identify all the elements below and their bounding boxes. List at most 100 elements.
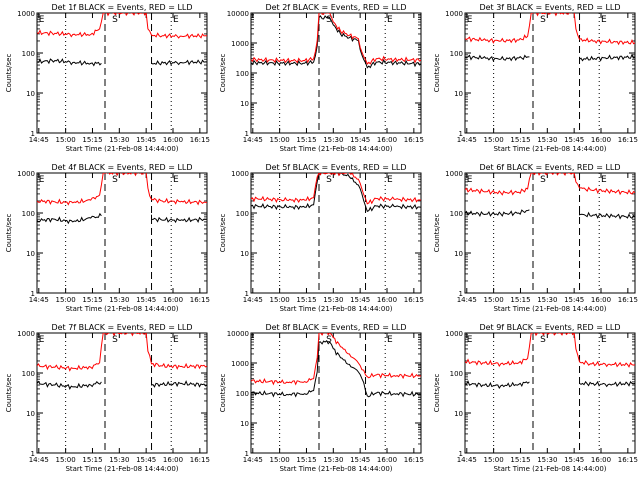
- panel-8f: Det 8f BLACK = Events, RED = LLD 1 10 100 10…: [219, 323, 424, 473]
- y-tick-label: 1: [459, 450, 463, 458]
- marker-e: E: [39, 175, 45, 185]
- x-tick-label: 15:30: [323, 456, 343, 464]
- series-line-lld: [251, 333, 421, 386]
- marker-e: E: [387, 335, 393, 345]
- y-tick-label: 1: [31, 290, 35, 298]
- plot-frame: [464, 172, 636, 294]
- x-tick-label: 15:15: [82, 136, 102, 144]
- y-tick-label: 1000: [17, 330, 35, 338]
- series-line-lld: [465, 13, 635, 46]
- y-tick-label: 100: [236, 210, 249, 218]
- x-tick-label: 16:15: [404, 136, 424, 144]
- y-tick-label: 1000: [445, 170, 463, 178]
- y-axis-label: Counts/sec: [433, 214, 441, 253]
- x-tick-label: 14:45: [29, 136, 49, 144]
- x-axis-label: Start Time (21-Feb-08 14:44:00): [493, 305, 606, 313]
- y-tick-label: 1: [31, 450, 35, 458]
- y-tick-label: 10: [26, 410, 35, 418]
- x-tick-label: 15:15: [296, 136, 316, 144]
- series-line-lld: [251, 13, 421, 65]
- y-axis-label: Counts/sec: [433, 54, 441, 93]
- x-tick-label: 15:15: [510, 456, 530, 464]
- marker-s: S: [112, 175, 118, 185]
- marker-e: E: [601, 15, 607, 25]
- x-tick-label: 16:15: [190, 296, 210, 304]
- panel-title: Det 1f BLACK = Events, RED = LLD: [51, 3, 192, 12]
- x-axis-label: Start Time (21-Feb-08 14:44:00): [65, 305, 178, 313]
- marker-e: E: [173, 175, 179, 185]
- y-tick-label: 10: [240, 420, 249, 428]
- marker-s: S: [112, 15, 118, 25]
- series-line-events: [251, 340, 421, 398]
- y-tick-label: 1: [31, 130, 35, 138]
- y-tick-label: 10000: [227, 330, 249, 338]
- x-tick-label: 16:00: [377, 296, 397, 304]
- marker-e: E: [601, 335, 607, 345]
- x-tick-label: 16:15: [404, 296, 424, 304]
- y-tick-label: 10: [240, 250, 249, 258]
- x-tick-label: 16:00: [163, 296, 183, 304]
- plot-frame: [464, 12, 636, 134]
- x-tick-label: 15:45: [350, 456, 370, 464]
- y-axis-label: Counts/sec: [219, 54, 227, 93]
- marker-s: S: [540, 15, 546, 25]
- series-line-lld: [251, 173, 421, 205]
- marker-s: S: [540, 335, 546, 345]
- x-tick-label: 15:00: [270, 296, 290, 304]
- x-tick-label: 15:00: [484, 296, 504, 304]
- panel-title: Det 4f BLACK = Events, RED = LLD: [51, 163, 192, 172]
- y-tick-label: 1000: [231, 40, 249, 48]
- series-line-lld: [465, 173, 635, 196]
- y-tick-label: 100: [450, 370, 463, 378]
- x-tick-label: 14:45: [243, 456, 263, 464]
- panel-title: Det 9f BLACK = Events, RED = LLD: [479, 323, 620, 332]
- x-tick-label: 16:15: [190, 136, 210, 144]
- x-tick-label: 15:30: [109, 456, 129, 464]
- plot-frame: [250, 172, 422, 294]
- panel-4f: Det 4f BLACK = Events, RED = LLD 1 10 100 10…: [5, 163, 210, 313]
- x-tick-label: 15:30: [323, 296, 343, 304]
- marker-e: E: [173, 335, 179, 345]
- panel-3f: Det 3f BLACK = Events, RED = LLD 1 10 100 10…: [433, 3, 638, 153]
- x-tick-label: 15:45: [350, 136, 370, 144]
- y-axis-label: Counts/sec: [5, 54, 13, 93]
- x-tick-label: 15:00: [56, 456, 76, 464]
- y-tick-label: 100: [450, 210, 463, 218]
- y-tick-label: 1: [459, 130, 463, 138]
- series-line-events: [37, 58, 207, 67]
- x-tick-label: 16:00: [163, 456, 183, 464]
- series-line-events: [37, 380, 207, 390]
- x-tick-label: 15:30: [537, 456, 557, 464]
- plot-frame: [250, 12, 422, 134]
- x-tick-label: 15:15: [296, 296, 316, 304]
- marker-e: E: [601, 175, 607, 185]
- x-axis-label: Start Time (21-Feb-08 14:44:00): [493, 465, 606, 473]
- y-tick-label: 10: [454, 410, 463, 418]
- x-tick-label: 16:15: [404, 456, 424, 464]
- plot-frame: [36, 172, 208, 294]
- x-tick-label: 15:45: [136, 296, 156, 304]
- y-tick-label: 100: [450, 50, 463, 58]
- x-tick-label: 16:00: [377, 136, 397, 144]
- x-tick-label: 16:00: [591, 456, 611, 464]
- marker-e: E: [39, 335, 45, 345]
- y-tick-label: 100: [22, 50, 35, 58]
- y-tick-label: 100: [236, 70, 249, 78]
- y-tick-label: 10: [26, 250, 35, 258]
- y-tick-label: 1: [245, 450, 249, 458]
- x-tick-label: 16:00: [163, 136, 183, 144]
- marker-s: S: [326, 175, 332, 185]
- series-line-events: [251, 173, 421, 212]
- y-axis-label: Counts/sec: [433, 374, 441, 413]
- x-tick-label: 15:15: [510, 296, 530, 304]
- series-line-events: [37, 212, 207, 225]
- x-tick-label: 14:45: [29, 456, 49, 464]
- y-tick-label: 10000: [227, 10, 249, 18]
- series-line-events: [465, 53, 635, 62]
- x-tick-label: 15:30: [323, 136, 343, 144]
- series-line-lld: [465, 333, 635, 368]
- x-tick-label: 16:15: [618, 136, 638, 144]
- x-tick-label: 15:00: [484, 456, 504, 464]
- plot-frame: [36, 332, 208, 454]
